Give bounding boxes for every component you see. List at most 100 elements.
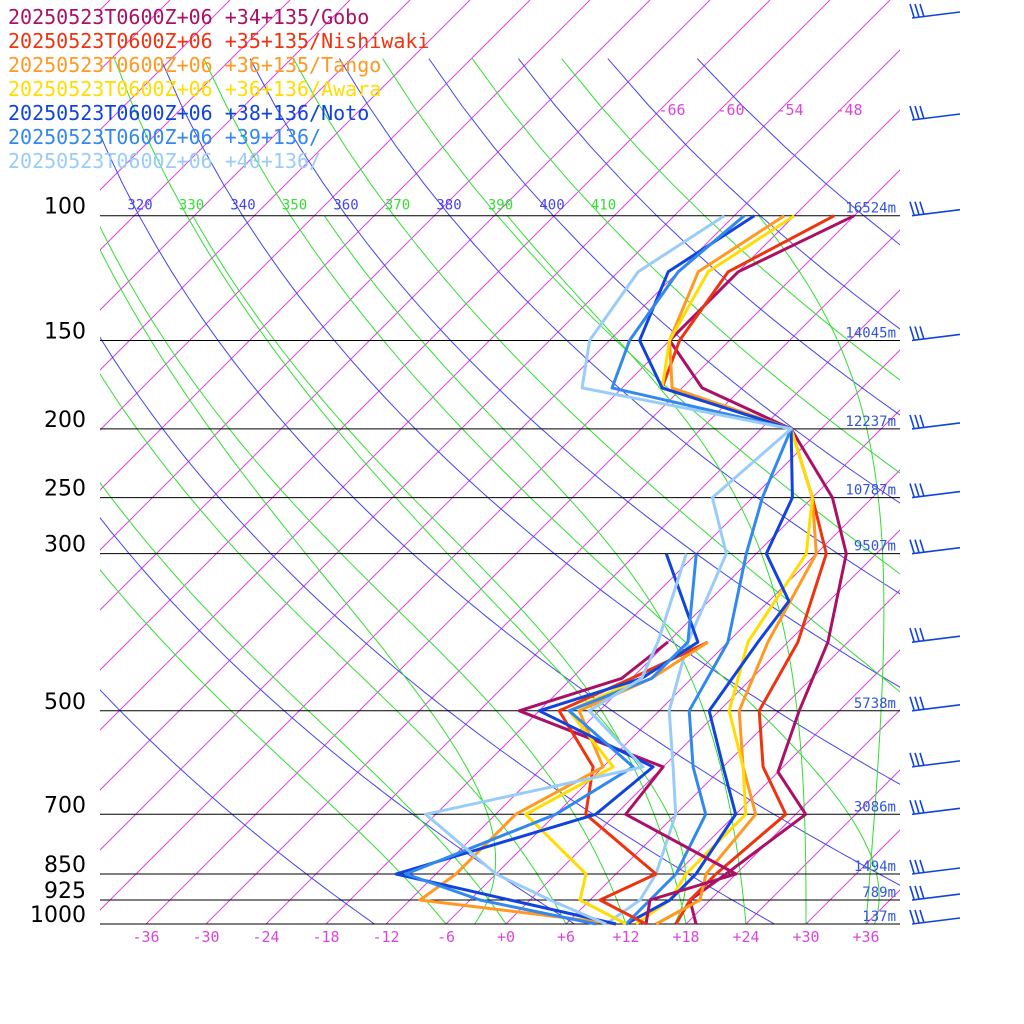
wind-barb-flag bbox=[909, 859, 915, 874]
dry-adiabat-line bbox=[100, 516, 576, 924]
wind-barb bbox=[909, 326, 961, 342]
wind-barb-staff bbox=[911, 11, 961, 19]
temperature-line bbox=[668, 214, 855, 925]
isotherm-line bbox=[100, 0, 831, 731]
legend-entry: 20250523T0600Z+06 +40+136/ bbox=[8, 149, 321, 173]
wind-barb-flag bbox=[909, 752, 915, 767]
wind-barb-flag bbox=[914, 483, 920, 497]
height-label: 16524m bbox=[845, 201, 896, 217]
isotherm-line bbox=[100, 0, 471, 371]
wind-barb bbox=[909, 105, 961, 121]
height-label: 789m bbox=[862, 885, 896, 901]
legend-entry: 20250523T0600Z+06 +35+135/Nishiwaki bbox=[8, 29, 429, 53]
theta-label: 340 bbox=[230, 198, 255, 214]
isotherm-line bbox=[100, 0, 291, 191]
wind-barb-flag bbox=[909, 696, 915, 711]
wind-barb-staff bbox=[911, 867, 961, 875]
wind-barb bbox=[909, 800, 961, 816]
pressure-label: 250 bbox=[44, 477, 86, 502]
wind-barb-flag bbox=[919, 539, 925, 553]
wind-barb-flag bbox=[914, 627, 920, 642]
wind-barb bbox=[909, 859, 961, 875]
wind-barb-flag bbox=[914, 752, 920, 767]
dry-adiabat-line bbox=[607, 58, 900, 330]
wind-barb bbox=[909, 885, 961, 901]
isotherm-line bbox=[100, 0, 711, 611]
wind-barb-flag bbox=[909, 414, 915, 429]
wind-barb-flag bbox=[909, 326, 915, 340]
wind-barb-flag bbox=[914, 885, 920, 900]
temperature-line bbox=[610, 214, 793, 926]
x-tick-labels: -36 -30 -24 -18 -12 -6 +0 +6 +12 +18 +24 +30 +36 bbox=[132, 928, 879, 946]
legend-entry: 20250523T0600Z+06 +34+135/Gobo bbox=[8, 5, 369, 29]
wind-barb-flag bbox=[914, 909, 920, 924]
legend-entry: 20250523T0600Z+06 +36+135/Tango bbox=[8, 53, 381, 77]
height-label: 14045m bbox=[845, 325, 896, 341]
dewpoint-line bbox=[394, 553, 700, 926]
legend-entry: 20250523T0600Z+06 +36+136/Awara bbox=[8, 77, 381, 101]
dry-adiabat-line bbox=[249, 58, 900, 688]
wind-barb-flag bbox=[914, 105, 920, 120]
wind-barb-flag bbox=[909, 483, 915, 497]
wind-barb-flag bbox=[914, 326, 920, 340]
wind-barb-flag bbox=[909, 3, 915, 18]
wind-barb-staff bbox=[911, 917, 961, 925]
temperature-line bbox=[625, 214, 794, 926]
wind-barb-flag bbox=[919, 201, 925, 215]
isotherm-line bbox=[986, 0, 1024, 924]
theta-label: 400 bbox=[539, 198, 564, 214]
wind-barb bbox=[909, 696, 961, 712]
legend-entry: 20250523T0600Z+06 +38+136/Noto bbox=[8, 101, 369, 125]
isotherm-line bbox=[100, 109, 900, 911]
dry-adiabat-line bbox=[339, 58, 900, 595]
wind-barb-flag bbox=[919, 909, 925, 924]
isotherm-line bbox=[100, 0, 651, 551]
isotherm-label: -60 bbox=[717, 101, 744, 119]
x-tick-label: -12 bbox=[372, 928, 399, 946]
wind-barb-flag bbox=[909, 885, 915, 900]
wind-barb bbox=[909, 3, 961, 19]
pressure-label: 925 bbox=[44, 879, 86, 904]
wind-barb bbox=[909, 539, 961, 555]
isotherm-line bbox=[865, 889, 900, 924]
legend-entry: 20250523T0600Z+06 +39+136/ bbox=[8, 125, 321, 149]
height-label: 9507m bbox=[854, 539, 896, 555]
wind-barb-staff bbox=[911, 893, 961, 901]
wind-barb-flag bbox=[909, 539, 915, 553]
pressure-label: 700 bbox=[44, 793, 86, 818]
wind-barb-flag bbox=[919, 696, 925, 711]
height-label: 5738m bbox=[854, 696, 896, 712]
wind-barb-staff bbox=[911, 208, 961, 217]
pressure-label: 150 bbox=[44, 319, 86, 344]
dewpoint-line bbox=[424, 553, 688, 926]
theta-e-line bbox=[382, 58, 900, 575]
dry-adiabat-line bbox=[100, 689, 376, 924]
wind-barbs bbox=[909, 3, 961, 925]
x-tick-label: +12 bbox=[612, 928, 639, 946]
dry-adiabat-line bbox=[518, 58, 900, 416]
wind-barb bbox=[909, 414, 961, 430]
wind-barb-flag bbox=[919, 3, 925, 18]
x-tick-label: +18 bbox=[672, 928, 699, 946]
wind-barb-staff bbox=[911, 635, 961, 643]
wind-barb-staff bbox=[911, 807, 961, 816]
wind-barb-staff bbox=[911, 113, 961, 121]
theta-label: 360 bbox=[333, 198, 358, 214]
theta-e-line bbox=[292, 58, 900, 693]
wind-barb-staff bbox=[911, 546, 961, 555]
pressure-label: 500 bbox=[44, 690, 86, 715]
isotherm-label: -66 bbox=[658, 101, 685, 119]
wind-barb-flag bbox=[914, 3, 920, 18]
isotherm-line bbox=[100, 0, 891, 791]
wind-barb-flag bbox=[909, 105, 915, 120]
dewpoint-line bbox=[524, 640, 699, 926]
theta-label: 370 bbox=[385, 198, 410, 214]
theta-labels: 320 330 340 350 360 370 380 390 400 410 bbox=[127, 198, 616, 214]
isotherm-line bbox=[385, 409, 900, 924]
wind-barb-flag bbox=[914, 201, 920, 215]
wind-barb-flag bbox=[919, 414, 925, 429]
pressure-label: 850 bbox=[44, 853, 86, 878]
height-label: 10787m bbox=[845, 483, 896, 499]
theta-label: 410 bbox=[591, 198, 616, 214]
